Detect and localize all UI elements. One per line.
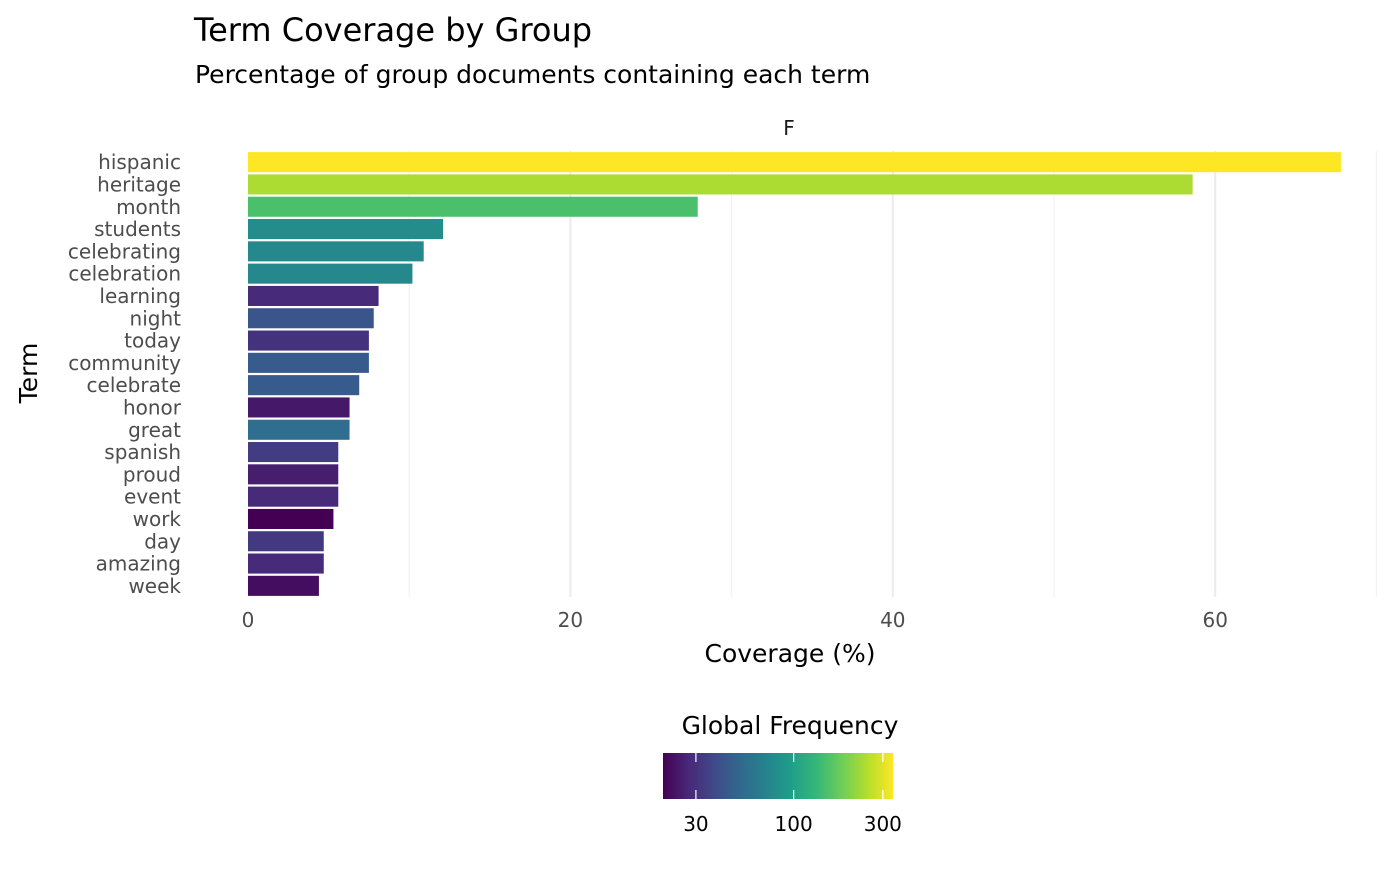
chart-subtitle: Percentage of group documents containing… [195, 60, 870, 89]
y-tick-label: today [124, 329, 181, 353]
bar-celebrating [248, 241, 424, 262]
bar-learning [248, 285, 379, 306]
bars [248, 152, 1341, 596]
x-tick-label: 0 [242, 608, 255, 632]
y-axis-label: Term [14, 343, 43, 405]
y-tick-label: honor [123, 395, 182, 419]
bar-week [248, 575, 319, 596]
bar-great [248, 419, 350, 440]
colorbar-ticks: 30 100 300 [683, 753, 902, 836]
x-tick-label: 20 [558, 608, 583, 632]
chart-title: Term Coverage by Group [193, 11, 592, 49]
bar-proud [248, 464, 339, 485]
bar-celebration [248, 263, 413, 284]
color-legend: Global Frequency 30 100 300 [663, 711, 902, 836]
bar-day [248, 531, 324, 552]
y-tick-label: hispanic [98, 150, 181, 174]
y-tick-label: event [124, 485, 181, 509]
y-tick-label: students [94, 217, 181, 241]
bar-month [248, 196, 698, 217]
bar-amazing [248, 553, 324, 574]
y-tick-label: celebrating [68, 239, 181, 263]
y-tick-label: work [133, 507, 182, 531]
bar-night [248, 308, 374, 329]
bar-students [248, 219, 444, 240]
colorbar-tick-label: 100 [775, 812, 813, 836]
colorbar-tick-label: 300 [864, 812, 902, 836]
x-axis-label: Coverage (%) [705, 639, 876, 668]
y-tick-label: celebrate [87, 373, 181, 397]
bar-heritage [248, 174, 1193, 195]
bar-honor [248, 397, 350, 418]
x-tick-label: 40 [880, 608, 905, 632]
bar-community [248, 352, 369, 373]
x-tick-labels: 0 20 40 60 [242, 608, 1228, 632]
bar-today [248, 330, 369, 351]
y-tick-label: day [144, 529, 181, 553]
bar-spanish [248, 442, 339, 463]
y-tick-label: week [128, 574, 181, 598]
bar-work [248, 508, 334, 529]
y-tick-label: heritage [97, 172, 181, 196]
facet-label: F [783, 116, 795, 140]
y-tick-label: community [68, 351, 181, 375]
y-tick-label: night [130, 306, 182, 330]
y-tick-label: celebration [68, 262, 181, 286]
y-tick-label: great [128, 418, 181, 442]
y-tick-label: spanish [104, 440, 181, 464]
y-tick-label: month [116, 195, 181, 219]
y-tick-label: proud [123, 462, 181, 486]
colorbar [663, 753, 893, 799]
bar-event [248, 486, 339, 507]
y-tick-labels: hispanicheritagemonthstudentscelebrating… [68, 150, 182, 598]
y-tick-label: learning [99, 284, 181, 308]
bar-celebrate [248, 375, 360, 396]
y-tick-label: amazing [96, 552, 181, 576]
x-tick-label: 60 [1202, 608, 1227, 632]
legend-title: Global Frequency [682, 711, 899, 740]
colorbar-tick-label: 30 [683, 812, 708, 836]
grid-lines [408, 151, 1378, 597]
bar-hispanic [248, 152, 1341, 173]
